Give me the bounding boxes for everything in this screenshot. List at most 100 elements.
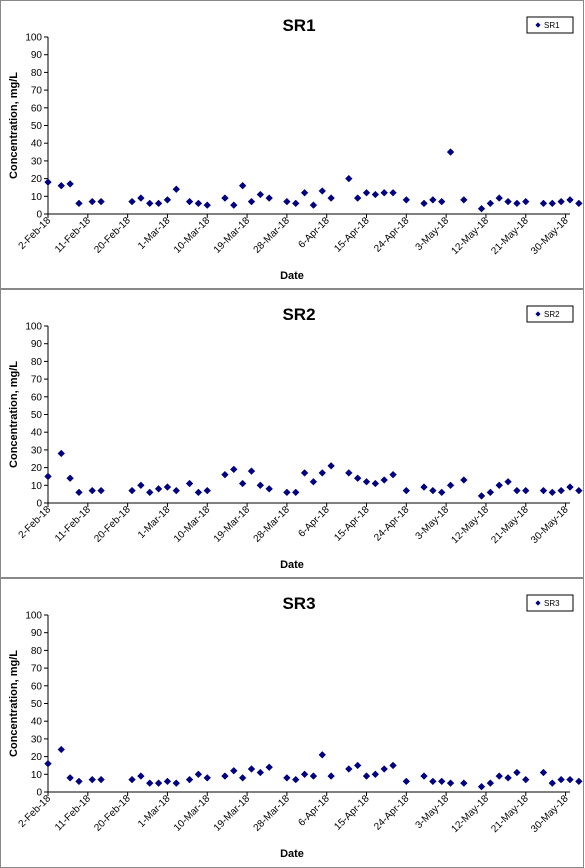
legend-label: SR3	[544, 599, 560, 608]
data-point	[194, 770, 203, 779]
data-point	[318, 751, 327, 759]
data-point	[513, 199, 521, 208]
legend-label: SR2	[544, 310, 560, 319]
data-point	[66, 474, 74, 482]
data-point	[460, 196, 468, 204]
y-tick-label: 0	[36, 210, 42, 221]
data-point	[230, 465, 238, 474]
y-tick-label: 80	[31, 68, 43, 79]
x-tick-label: 15-Apr-18	[332, 215, 372, 255]
data-point	[256, 190, 265, 199]
data-point	[371, 479, 380, 488]
chart-svg-sr3: SR3 0 10 20 30 40 50 60 70 80 90 100 2-Feb-18 11-Feb-…	[8, 594, 583, 860]
data-point	[247, 467, 256, 475]
data-point	[327, 462, 335, 470]
x-tick-label: 15-Apr-18	[332, 504, 372, 544]
y-tick-label: 100	[25, 611, 42, 622]
data-point	[145, 779, 154, 787]
data-point	[539, 199, 548, 208]
legend-marker	[535, 311, 541, 317]
data-point	[221, 470, 229, 479]
x-tick-label: 11-Feb-18	[53, 504, 93, 544]
data-point	[486, 779, 495, 787]
data-point	[145, 199, 154, 208]
data-point	[66, 774, 74, 782]
y-tick-label: 60	[31, 392, 43, 403]
x-tick-label: 1-Mar-18	[136, 793, 173, 830]
data-point	[429, 486, 437, 495]
x-tick-label: 28-Mar-18	[252, 504, 293, 545]
data-point	[265, 763, 273, 771]
y-axis-title: Concentration, mg/L	[8, 650, 20, 757]
data-point	[446, 779, 455, 787]
data-point	[128, 197, 136, 206]
data-point	[309, 478, 318, 486]
data-point	[362, 189, 371, 197]
data-point	[44, 472, 52, 481]
data-point	[88, 775, 96, 784]
data-point	[247, 765, 256, 773]
data-point	[57, 745, 66, 754]
y-tick-label: 30	[31, 734, 43, 745]
x-axis-title: Date	[280, 270, 304, 282]
data-point	[97, 197, 105, 206]
data-point	[345, 174, 353, 183]
y-tick-label: 30	[31, 445, 43, 456]
data-point	[221, 772, 229, 780]
chart-title: SR2	[282, 305, 315, 324]
x-tick-label: 12-May-18	[449, 504, 491, 546]
y-tick-label: 0	[36, 788, 42, 799]
data-point	[548, 488, 557, 497]
data-point	[486, 488, 495, 497]
data-point	[575, 199, 583, 208]
data-point	[557, 197, 565, 206]
data-point	[75, 199, 83, 208]
data-point	[44, 759, 52, 768]
x-tick-label: 11-Feb-18	[53, 793, 93, 833]
data-point	[137, 772, 145, 780]
data-point	[566, 196, 574, 204]
data-point	[353, 474, 362, 482]
data-point	[513, 486, 521, 495]
x-tick-label: 6-Apr-18	[297, 793, 333, 829]
legend-marker	[535, 22, 541, 28]
x-tick-label: 2-Feb-18	[17, 215, 54, 252]
chart-panel-sr3: SR3 0 10 20 30 40 50 60 70 80 90 100 2-Feb-18 11-Feb-…	[0, 578, 584, 868]
data-point	[446, 481, 455, 490]
data-point	[389, 761, 397, 770]
x-tick-label: 19-Mar-18	[212, 793, 253, 834]
data-point	[88, 197, 96, 206]
data-point	[300, 770, 309, 779]
x-tick-label: 20-Feb-18	[92, 215, 133, 256]
data-point	[230, 767, 238, 775]
data-point	[203, 201, 212, 209]
data-point	[548, 779, 557, 787]
x-tick-label: 3-May-18	[414, 215, 452, 253]
y-axis-title: Concentration, mg/L	[8, 361, 20, 468]
x-tick-label: 12-May-18	[449, 215, 491, 257]
y-tick-label: 40	[31, 139, 43, 150]
x-tick-label: 21-May-18	[489, 793, 531, 835]
data-point	[437, 777, 446, 786]
x-tick-label: 10-Mar-18	[172, 215, 213, 256]
y-tick-label: 20	[31, 752, 43, 763]
y-tick-label: 20	[31, 174, 43, 185]
data-point	[57, 449, 66, 458]
data-point	[486, 199, 495, 208]
x-tick-label: 6-Apr-18	[297, 504, 333, 540]
y-tick-label: 60	[31, 103, 43, 114]
data-point	[291, 775, 300, 784]
x-tick-label: 30-May-18	[529, 215, 571, 257]
data-point	[238, 181, 247, 190]
data-point	[194, 488, 203, 497]
data-point	[163, 196, 172, 204]
data-point	[522, 197, 530, 206]
data-point	[265, 485, 273, 493]
data-point	[88, 486, 96, 495]
data-point	[539, 486, 548, 495]
y-tick-label: 80	[31, 357, 43, 368]
data-point	[477, 782, 486, 791]
y-tick-label: 90	[31, 50, 43, 61]
legend-box	[526, 594, 574, 612]
x-tick-label: 3-May-18	[414, 793, 452, 831]
